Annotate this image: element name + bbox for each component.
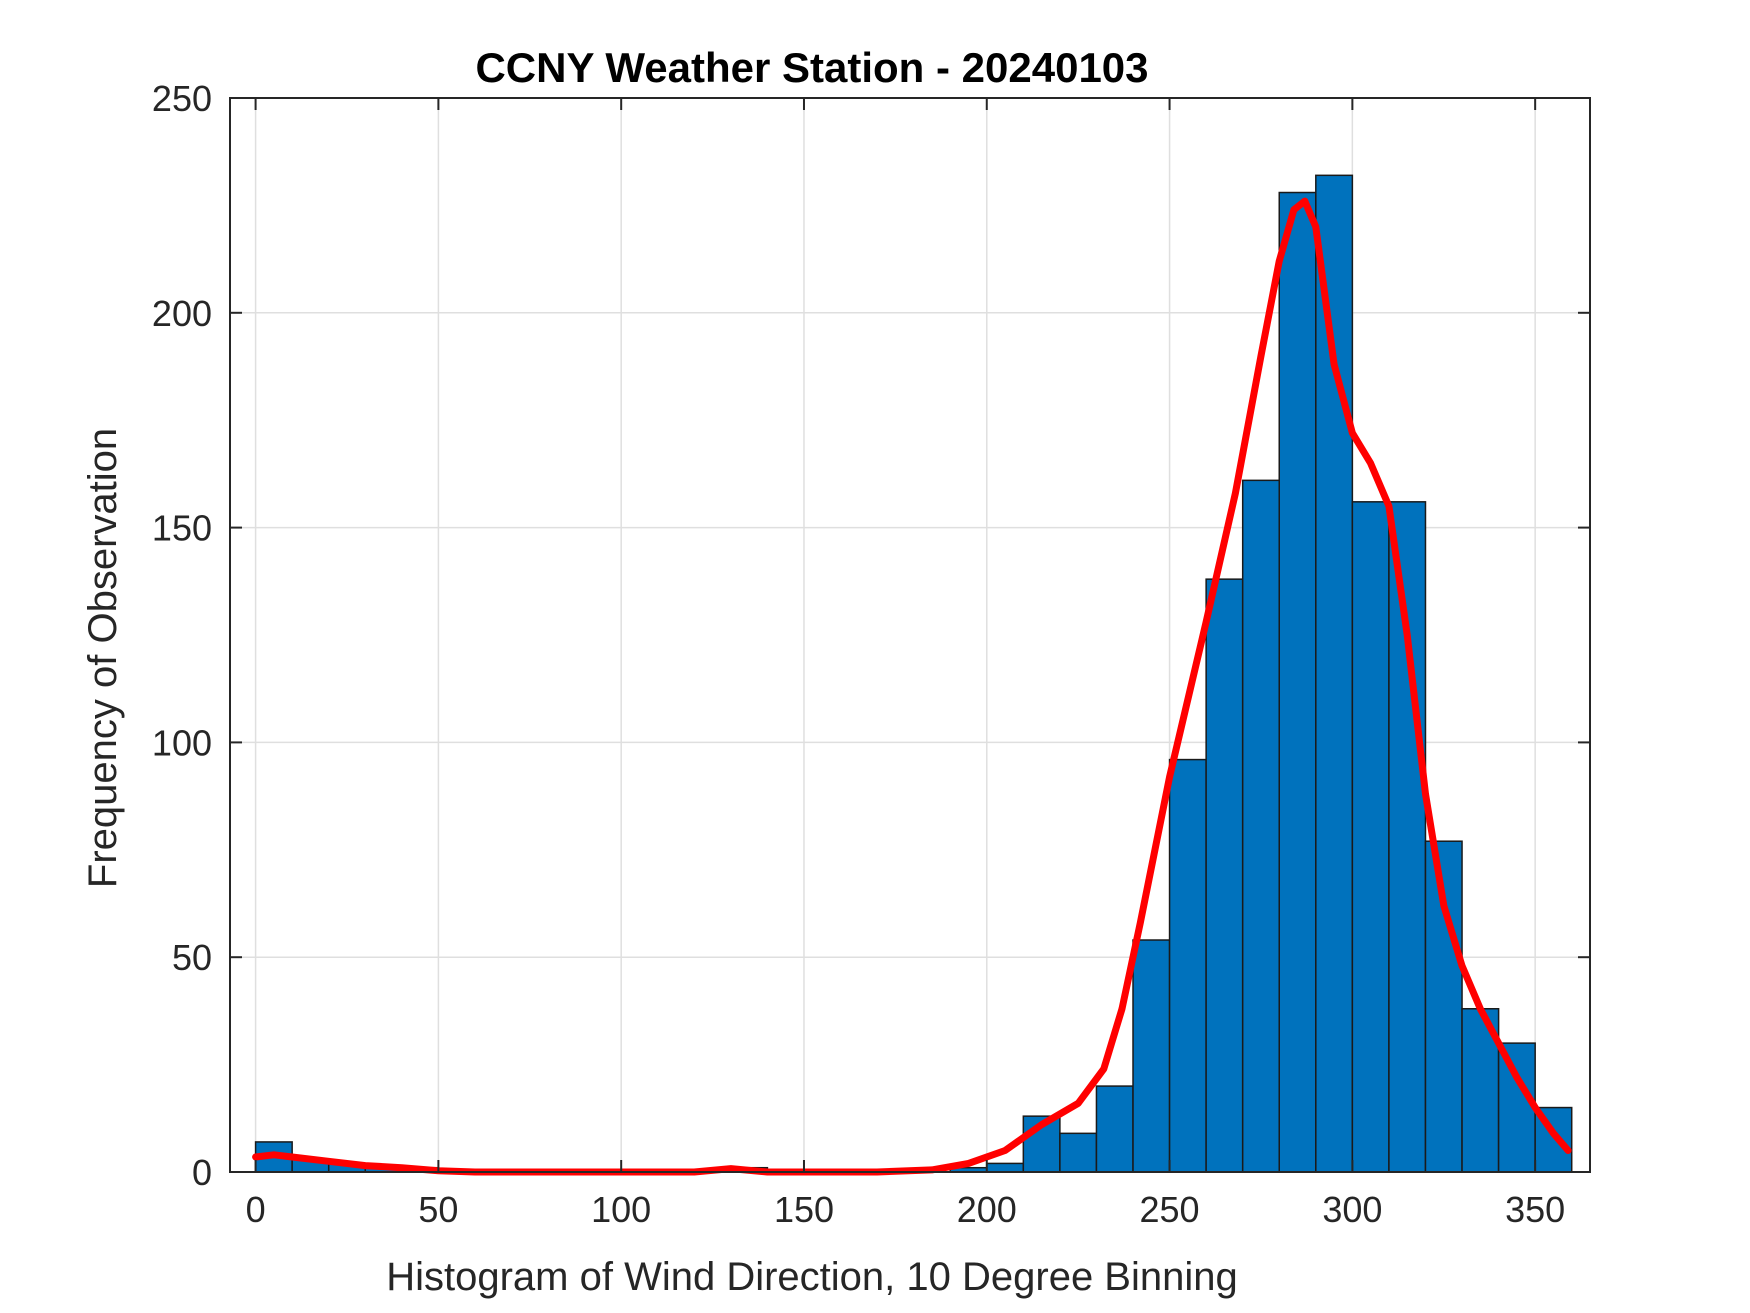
bar-240 [1132, 939, 1171, 1173]
bar-300 [1351, 501, 1390, 1173]
bar-310 [1388, 501, 1427, 1173]
x-tick-label-200: 200 [957, 1189, 1017, 1230]
x-axis-tick-labels: 0 50 100 150 200 250 300 350 [246, 1189, 1566, 1230]
bar-200 [986, 1162, 1025, 1173]
x-axis-label: Histogram of Wind Direction, 10 Degree B… [386, 1255, 1238, 1299]
x-tick-label-100: 100 [591, 1189, 651, 1230]
y-tick-label-200: 200 [152, 293, 212, 334]
plot-frame [229, 97, 1591, 1173]
bar-270 [1241, 479, 1280, 1173]
x-tick-label-0: 0 [246, 1189, 266, 1230]
bar-290 [1315, 174, 1354, 1173]
bar-260 [1205, 578, 1244, 1173]
x-tick-label-50: 50 [418, 1189, 458, 1230]
bar-220 [1059, 1132, 1098, 1173]
bar-250 [1168, 758, 1207, 1173]
y-tick-label-250: 250 [152, 78, 212, 119]
histogram-bars [254, 174, 1573, 1173]
axis-ticks [230, 97, 1590, 1173]
bar-340 [1497, 1042, 1536, 1173]
x-tick-label-350: 350 [1505, 1189, 1565, 1230]
chart-title: CCNY Weather Station - 20240103 [475, 44, 1148, 91]
y-axis-label: Frequency of Observation [81, 428, 125, 888]
x-tick-label-300: 300 [1322, 1189, 1382, 1230]
x-tick-label-150: 150 [774, 1189, 834, 1230]
y-tick-label-50: 50 [172, 937, 212, 978]
bar-230 [1095, 1085, 1134, 1173]
x-tick-label-250: 250 [1140, 1189, 1200, 1230]
y-tick-label-100: 100 [152, 722, 212, 763]
y-axis-tick-labels: 0 50 100 150 200 250 [152, 78, 212, 1193]
y-tick-label-150: 150 [152, 508, 212, 549]
bar-280 [1278, 191, 1317, 1173]
y-tick-label-0: 0 [192, 1152, 212, 1193]
